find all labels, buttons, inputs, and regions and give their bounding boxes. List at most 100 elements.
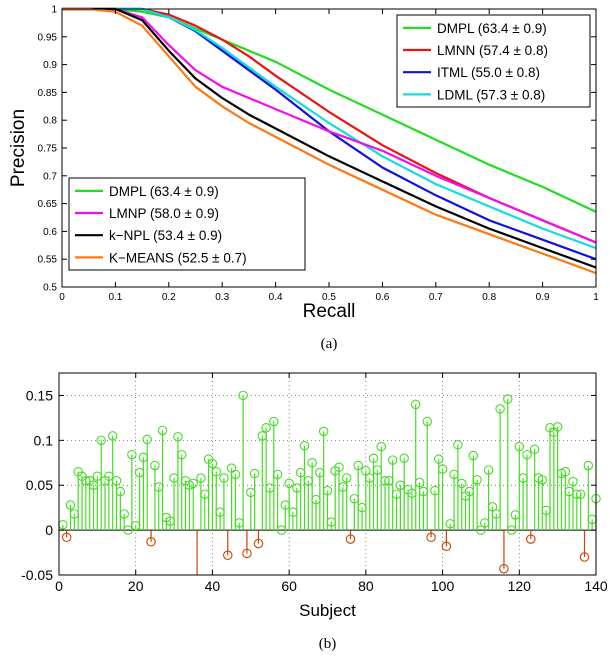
- stem-marker-positive: [211, 467, 222, 477]
- y-tick-label-a: 0.8: [43, 116, 57, 127]
- stem-marker-positive: [318, 426, 329, 437]
- stem-marker-positive: [188, 478, 199, 489]
- y-tick-label-b: 0.1: [34, 432, 54, 448]
- series-line-k-means: [62, 7, 597, 275]
- stem-marker-positive: [341, 473, 352, 483]
- stem-marker-positive: [119, 509, 129, 519]
- x-tick-label-a: 0: [59, 292, 65, 303]
- stem-marker-positive: [219, 473, 229, 483]
- y-tick-label-a: 0.7: [43, 171, 57, 182]
- x-tick-label-b: 120: [508, 578, 532, 594]
- x-tick-label-a: 0.6: [375, 292, 389, 303]
- stem-marker-positive: [96, 435, 106, 446]
- y-tick-label-a: 0.6: [43, 227, 57, 238]
- y-tick-label-b: 0.15: [26, 387, 53, 403]
- stem-marker-positive: [230, 469, 241, 480]
- x-tick-label-a: 0.8: [482, 292, 496, 303]
- y-tick-label-a: 0.5: [43, 283, 57, 294]
- stem-marker-positive: [387, 455, 398, 465]
- stem-marker-positive: [495, 404, 505, 414]
- stem-marker-positive: [514, 441, 525, 452]
- x-tick-label-b: 60: [281, 578, 297, 594]
- stem-marker-positive: [399, 453, 409, 464]
- stem-marker-positive: [322, 485, 333, 496]
- legend-label-ldml: LDML (57.3 ± 0.8): [437, 87, 545, 102]
- stem-marker-positive: [269, 416, 279, 427]
- stem-marker-positive: [334, 462, 344, 473]
- series-line-k-npl: [62, 7, 597, 269]
- legend-box: [68, 177, 306, 271]
- legend-label-dmpl_a: DMPL (63.4 ± 0.9): [437, 21, 547, 36]
- stem-marker-positive: [410, 399, 421, 410]
- stem-marker-positive: [353, 460, 363, 471]
- y-tick-label-b: 0.05: [26, 477, 53, 493]
- panel-b-stem-plot: 0 20 40 60 80 100 120 140-0.0500.050.10.15Subje…: [21, 372, 608, 652]
- y-tick-label-a: 0.75: [38, 144, 58, 155]
- stem-marker-positive: [157, 425, 168, 436]
- stem-marker-negative: [253, 538, 264, 549]
- series-line-ldml: [62, 7, 597, 250]
- x-tick-label-b: 80: [358, 578, 374, 594]
- stem-marker-positive: [414, 477, 425, 488]
- stem-marker-positive: [560, 467, 571, 477]
- y-tick-label-a: 0.55: [38, 255, 58, 266]
- stem-marker-positive: [575, 489, 586, 499]
- stem-marker-positive: [568, 476, 578, 487]
- stem-marker-positive: [284, 478, 294, 489]
- stem-marker-positive: [173, 431, 183, 442]
- stem-marker-negative: [223, 550, 233, 560]
- x-tick-label-b: 40: [205, 578, 221, 594]
- stem-marker-negative: [499, 563, 509, 574]
- y-tick-label-a: 0.65: [38, 199, 58, 210]
- stem-marker-positive: [529, 444, 540, 455]
- x-tick-label-a: 0.4: [269, 292, 283, 303]
- stem-marker-negative: [242, 548, 252, 559]
- legend-label-lmnn: LMNN (57.4 ± 0.8): [437, 43, 548, 58]
- stem-marker-positive: [115, 486, 126, 497]
- legend-bottom-left: DMPL (63.4 ± 0.9) LMNP (58.0 ± 0.9) k−NPL …: [68, 177, 306, 271]
- stem-marker-positive: [487, 502, 498, 512]
- stem-marker-positive: [207, 458, 218, 469]
- x-tick-label-a: 0.5: [322, 292, 336, 303]
- stem-marker-positive: [176, 449, 187, 460]
- stem-marker-negative: [146, 537, 156, 547]
- stem-marker-positive: [249, 468, 260, 479]
- stem-marker-positive: [261, 423, 271, 433]
- panel-a-precision-recall: 0 0.1 0.2 0.3 0.4 0.5 0.6 0.7 0.8 0.9 1 0.5 0.55 0.6 0…: [8, 5, 599, 353]
- x-tick-label-a: 0.7: [429, 292, 443, 303]
- x-tick-label-a: 0.1: [108, 292, 122, 303]
- legend-label-lmnp: LMNP (58.0 ± 0.9): [109, 206, 219, 221]
- legend-label-itml: ITML (55.0 ± 0.8): [437, 65, 540, 80]
- stem-marker-negative: [526, 534, 536, 544]
- x-tick-label-a: 0.9: [536, 292, 550, 303]
- stem-marker-positive: [272, 469, 283, 480]
- stem-marker-positive: [503, 394, 513, 404]
- stem-marker-positive: [583, 460, 594, 471]
- legend-top-right: DMPL (63.4 ± 0.9) LMNN (57.4 ± 0.8) ITML (…: [396, 14, 591, 108]
- stem-marker-positive: [368, 453, 379, 464]
- stem-marker-positive: [111, 475, 122, 486]
- stem-marker-positive: [422, 416, 432, 427]
- stem-marker-positive: [537, 475, 548, 485]
- stem-marker-positive: [456, 478, 467, 489]
- y-tick-label-b: 0: [45, 522, 53, 538]
- stem-marker-negative: [441, 541, 452, 552]
- stem-marker-positive: [127, 449, 137, 460]
- y-tick-label-a: 0.85: [38, 88, 58, 99]
- stem-marker-positive: [299, 440, 310, 451]
- plot-area-b: [59, 373, 596, 575]
- stem-marker-negative: [61, 532, 72, 543]
- stem-marker-negative: [345, 534, 356, 544]
- y-tick-label-a: 1: [51, 5, 57, 16]
- axes-frame-b: [58, 372, 597, 576]
- caption-a: (a): [321, 336, 338, 352]
- stem-marker-positive: [453, 440, 463, 450]
- stem-marker-positive: [552, 422, 563, 432]
- stem-marker-positive: [107, 431, 118, 441]
- caption-b: (b): [319, 636, 337, 652]
- stem-marker-positive: [150, 460, 160, 471]
- legend-label-k-npl: k−NPL (53.4 ± 0.9): [109, 228, 222, 243]
- x-tick-label-b: 100: [431, 578, 455, 594]
- x-tick-label-b: 20: [128, 578, 144, 594]
